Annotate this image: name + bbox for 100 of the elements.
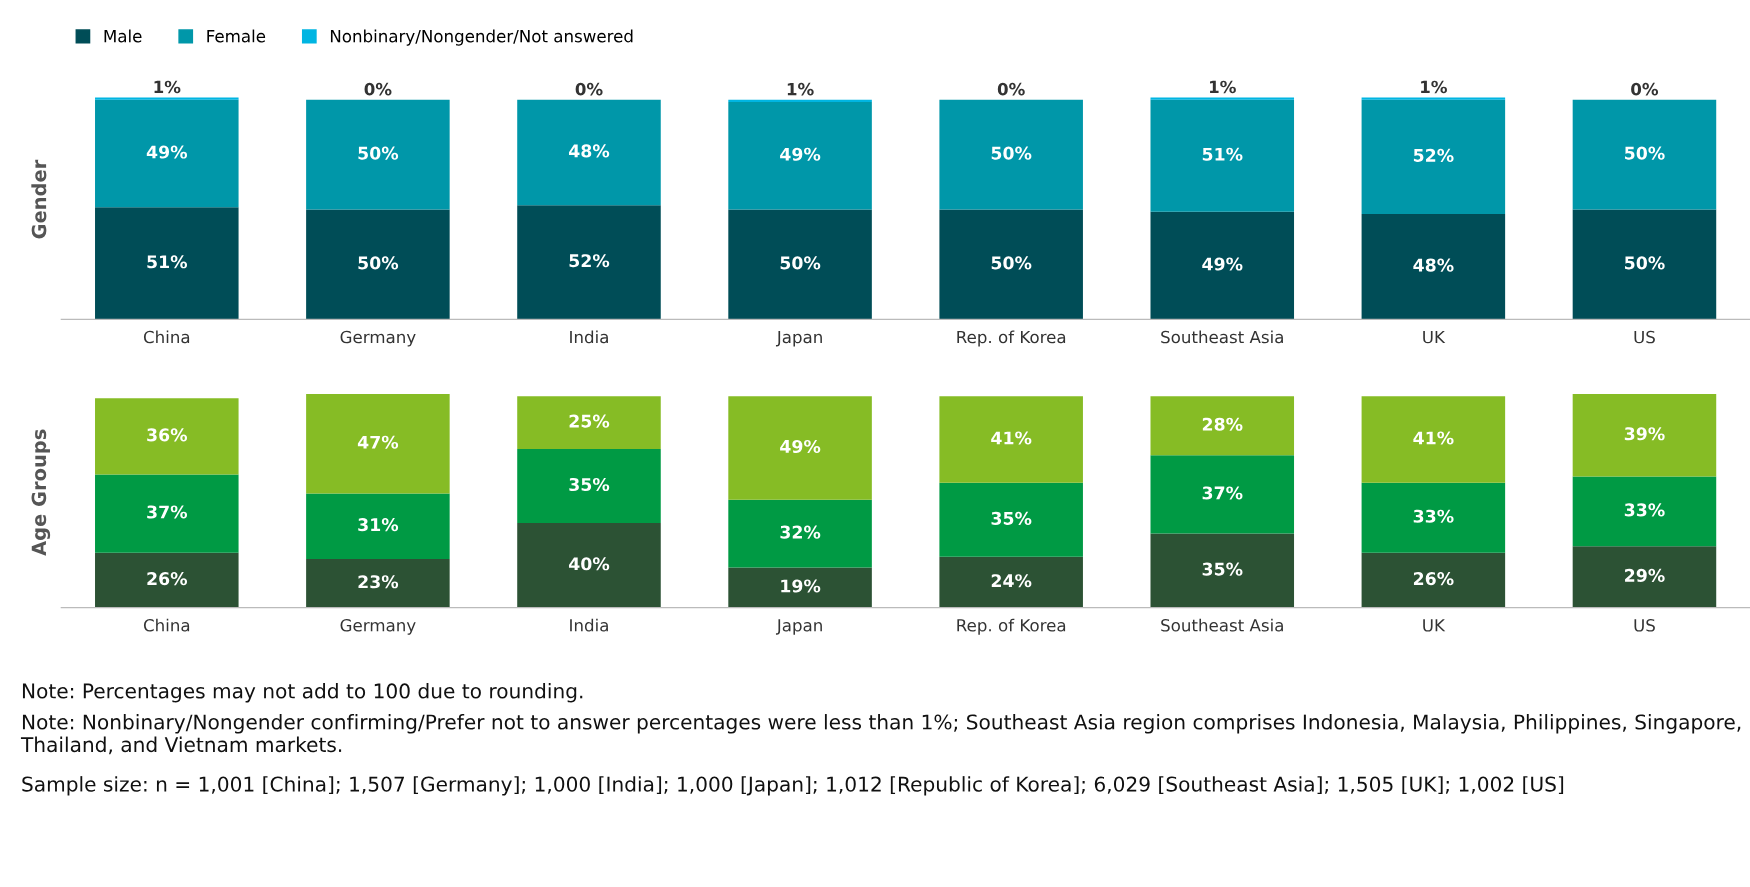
bar bbox=[728, 567, 872, 608]
data-label: 41% bbox=[991, 431, 1032, 445]
data-label: 50% bbox=[1625, 256, 1665, 270]
data-label: 50% bbox=[780, 256, 821, 270]
data-label: 0% bbox=[575, 82, 603, 96]
bar bbox=[306, 493, 450, 559]
data-label: 47% bbox=[357, 435, 399, 449]
data-label: 50% bbox=[991, 256, 1032, 270]
bar bbox=[1361, 213, 1506, 320]
data-label: 37% bbox=[147, 505, 188, 519]
legend-label: Male bbox=[104, 29, 142, 43]
bar bbox=[728, 99, 872, 102]
data-label: 40% bbox=[568, 557, 610, 571]
data-label: 51% bbox=[1202, 147, 1243, 161]
bar bbox=[728, 396, 872, 500]
y-axis-title: Gender bbox=[31, 159, 47, 239]
data-label: 52% bbox=[569, 254, 610, 268]
data-label: 48% bbox=[568, 144, 610, 158]
data-label: 0% bbox=[1631, 82, 1659, 96]
bar bbox=[95, 474, 239, 553]
data-label: 50% bbox=[358, 256, 399, 270]
data-label: 51% bbox=[147, 255, 188, 269]
bar bbox=[728, 499, 872, 568]
data-label: 39% bbox=[1624, 427, 1665, 441]
bar bbox=[95, 398, 239, 475]
bar bbox=[517, 523, 661, 608]
data-label: 25% bbox=[569, 414, 610, 428]
data-label: 49% bbox=[780, 147, 821, 161]
data-label: 24% bbox=[991, 574, 1032, 588]
bar bbox=[1572, 476, 1717, 547]
data-label: 37% bbox=[1202, 486, 1243, 500]
bar bbox=[939, 396, 1083, 483]
data-label: 35% bbox=[991, 511, 1032, 525]
data-label: 0% bbox=[997, 82, 1025, 96]
x-tick-label: UK bbox=[1423, 330, 1446, 344]
bar bbox=[1572, 394, 1717, 477]
x-tick-label: Southeast Asia bbox=[1161, 618, 1283, 632]
bar bbox=[306, 99, 450, 210]
x-tick-label: India bbox=[570, 330, 608, 344]
data-label: 41% bbox=[1413, 431, 1454, 445]
x-tick-label: US bbox=[1634, 330, 1655, 344]
bar bbox=[1572, 99, 1717, 210]
data-label: 26% bbox=[1413, 572, 1454, 586]
data-label: 1% bbox=[154, 80, 181, 94]
bar bbox=[1150, 211, 1295, 320]
bar bbox=[1150, 97, 1295, 100]
x-tick-label: US bbox=[1634, 619, 1655, 632]
bar bbox=[939, 482, 1083, 557]
bar bbox=[1150, 396, 1295, 456]
y-axis-title: Age Groups bbox=[31, 429, 51, 556]
bar bbox=[1150, 99, 1295, 212]
data-label: 32% bbox=[780, 525, 821, 539]
data-label: 49% bbox=[1202, 257, 1243, 271]
data-label: 52% bbox=[1413, 148, 1454, 162]
bar bbox=[95, 99, 239, 208]
bar bbox=[517, 449, 661, 524]
data-label: 49% bbox=[780, 439, 821, 454]
data-label: 1% bbox=[787, 82, 814, 96]
legend-label: Nonbinary/Nongender/Not answered bbox=[330, 29, 633, 46]
data-label: 33% bbox=[1413, 509, 1454, 523]
x-tick-label: Japan bbox=[775, 619, 822, 635]
bar bbox=[1361, 396, 1506, 483]
text: Sample size: n = 1,001 [China]; 1,507 [Germany]; 1,000 [India]; 1,000 [Japan]; 1,012 [Republic of Korea]; 6,029 [Southeast Asia]; 1,505 [UK]; 1,002 [US] bbox=[22, 776, 1564, 796]
bar bbox=[939, 99, 1083, 210]
bar bbox=[517, 99, 661, 206]
bar bbox=[1150, 455, 1295, 534]
data-label: 50% bbox=[358, 146, 399, 160]
x-tick-label: China bbox=[143, 618, 190, 632]
data-label: 1% bbox=[1421, 80, 1447, 94]
bar bbox=[939, 209, 1083, 320]
data-label: 26% bbox=[147, 572, 188, 586]
x-tick-label: Germany bbox=[340, 330, 416, 347]
bar bbox=[95, 97, 239, 100]
bar bbox=[1572, 546, 1717, 608]
x-tick-label: China bbox=[143, 330, 190, 344]
bar bbox=[1361, 552, 1506, 608]
legend-label: Female bbox=[207, 29, 266, 43]
x-tick-label: UK bbox=[1423, 619, 1446, 632]
x-tick-label: India bbox=[570, 618, 608, 632]
bar bbox=[95, 552, 239, 608]
bar bbox=[306, 394, 450, 494]
x-tick-label: Rep. of Korea bbox=[957, 330, 1066, 347]
data-label: 29% bbox=[1625, 568, 1665, 582]
data-label: 36% bbox=[147, 428, 188, 442]
x-tick-label: Rep. of Korea bbox=[957, 618, 1066, 635]
x-tick-label: Germany bbox=[340, 619, 416, 635]
text: Note: Percentages may not add to 100 due to rounding. bbox=[22, 682, 583, 703]
data-label: 31% bbox=[358, 518, 399, 532]
data-label: 50% bbox=[991, 146, 1032, 160]
bar bbox=[95, 207, 239, 320]
data-label: 28% bbox=[1202, 417, 1243, 431]
bar bbox=[517, 396, 661, 450]
bar bbox=[1361, 99, 1506, 214]
x-tick-label: Japan bbox=[775, 330, 822, 347]
bar bbox=[517, 205, 661, 320]
data-label: 35% bbox=[1202, 562, 1243, 576]
data-label: 33% bbox=[1624, 503, 1665, 517]
bar bbox=[306, 558, 450, 608]
bar bbox=[939, 556, 1083, 608]
bar bbox=[1572, 209, 1717, 320]
